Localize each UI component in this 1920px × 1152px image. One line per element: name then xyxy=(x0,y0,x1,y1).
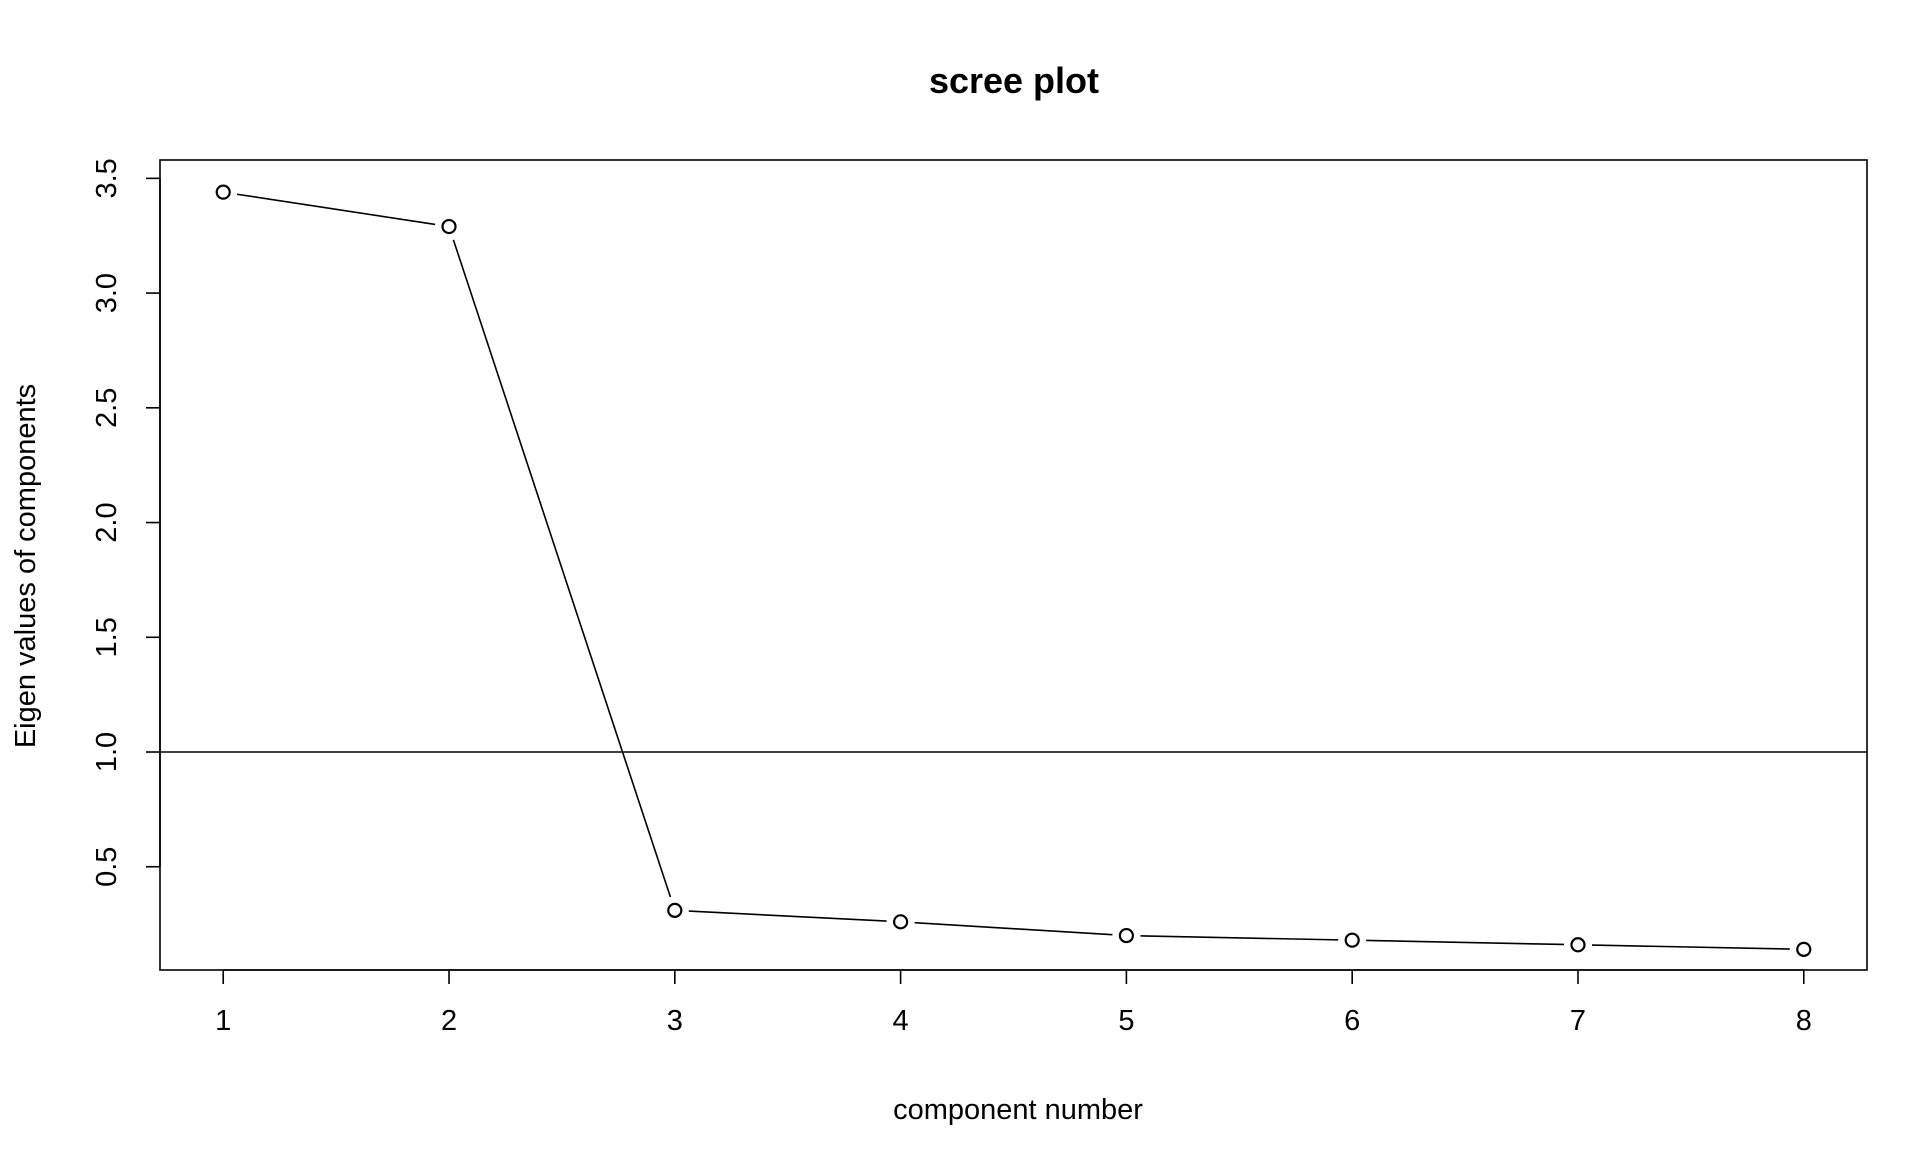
series-segment xyxy=(1591,944,1790,950)
x-tick-label: 4 xyxy=(893,1005,909,1037)
x-tick-label: 6 xyxy=(1344,1005,1360,1037)
series-eigenvalues xyxy=(215,184,1812,957)
y-tick-label: 0.5 xyxy=(91,847,123,887)
x-tick-label: 8 xyxy=(1796,1005,1812,1037)
data-point xyxy=(1344,932,1360,948)
x-tick-label: 5 xyxy=(1118,1005,1134,1037)
data-point xyxy=(215,184,231,200)
y-tick-label: 3.0 xyxy=(91,273,123,313)
plot-area-frame xyxy=(159,159,1868,971)
series-segment xyxy=(1366,939,1565,946)
x-axis-label: component number xyxy=(893,1094,1143,1126)
chart-title: scree plot xyxy=(929,60,1099,101)
data-point xyxy=(1118,927,1134,944)
y-axis-label: Eigen values of components xyxy=(10,384,42,748)
y-tick-label: 1.5 xyxy=(91,617,123,657)
data-point xyxy=(893,914,909,930)
y-tick-label: 1.0 xyxy=(91,732,123,772)
data-point xyxy=(667,902,683,918)
series-segment xyxy=(688,910,887,922)
x-tick-label: 3 xyxy=(667,1005,683,1037)
y-tick-label: 2.0 xyxy=(91,502,123,542)
data-point xyxy=(1796,941,1812,957)
x-axis: 1 2 3 4 5 6 7 8 xyxy=(215,969,1812,1037)
x-tick-label: 1 xyxy=(215,1005,231,1037)
x-tick-label: 7 xyxy=(1570,1005,1586,1037)
series-segment xyxy=(452,239,672,898)
y-tick-label: 3.5 xyxy=(91,158,123,198)
data-point xyxy=(1570,937,1586,953)
y-tick-label: 2.5 xyxy=(91,388,123,428)
series-segment xyxy=(914,921,1113,936)
series-segment xyxy=(1140,935,1339,941)
series-segment xyxy=(236,193,436,226)
x-tick-label: 2 xyxy=(441,1005,457,1037)
data-point xyxy=(441,218,457,235)
y-axis: 0.5 1.0 1.5 2.0 2.5 3.0 3.5 xyxy=(91,158,161,887)
